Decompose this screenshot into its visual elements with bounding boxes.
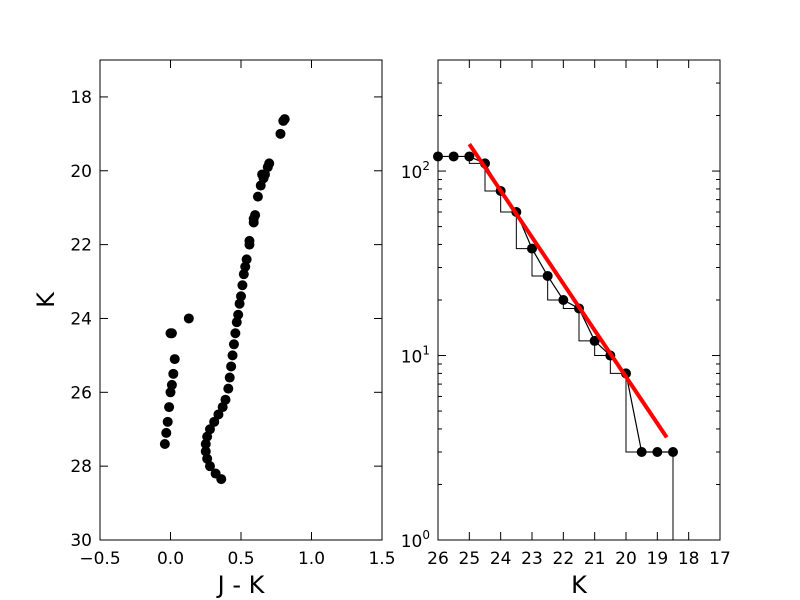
- count-point: [668, 446, 678, 457]
- left-y-axis-label: K: [32, 291, 60, 308]
- scatter-point: [200, 446, 211, 457]
- count-point: [448, 151, 459, 162]
- scatter-point: [241, 254, 252, 265]
- scatter-point: [200, 439, 211, 449]
- scatter-point: [248, 217, 259, 228]
- count-point: [527, 243, 537, 254]
- left-y-tick-label: 22: [70, 236, 92, 256]
- count-point: [589, 335, 600, 346]
- right-x-tick-label: 21: [584, 549, 606, 569]
- left-y-tick-label: 24: [70, 309, 92, 329]
- scatter-point: [226, 361, 237, 372]
- scatter-point: [236, 291, 246, 302]
- scatter-point: [278, 115, 289, 126]
- scatter-point: [204, 461, 215, 472]
- scatter-point: [255, 180, 266, 191]
- scatter-point: [159, 439, 170, 449]
- scatter-point: [164, 402, 175, 413]
- left-x-tick-label: 1.0: [298, 549, 325, 569]
- left-x-tick-label: −0.5: [79, 549, 120, 569]
- scatter-point: [244, 239, 255, 250]
- right-x-axis-label: K: [571, 571, 588, 599]
- counts-line: [438, 155, 673, 453]
- left-scatter-marks: [159, 114, 290, 485]
- left-y-tick-label: 30: [70, 531, 92, 551]
- right-y-tick-label: 101: [401, 344, 430, 368]
- count-point: [652, 446, 663, 457]
- left-y-tick-label: 26: [70, 383, 92, 403]
- count-point: [542, 270, 553, 281]
- left-x-axis-label: J - K: [216, 571, 266, 599]
- right-x-tick-label: 19: [647, 549, 669, 569]
- left-y-tick-label: 28: [70, 457, 92, 477]
- scatter-point: [168, 368, 179, 379]
- right-x-tick-label: 23: [521, 549, 543, 569]
- scatter-point: [234, 298, 245, 309]
- scatter-point: [230, 328, 241, 339]
- right-x-tick-label: 26: [427, 549, 449, 569]
- scatter-point: [240, 261, 251, 272]
- left-x-tick-label: 0.0: [157, 549, 184, 569]
- right-x-tick-label: 24: [490, 549, 512, 569]
- left-ticks: −0.5 0.0 0.5 1.0 1.5 18 20 22 24 26 28 30: [70, 60, 396, 569]
- scatter-point: [223, 383, 234, 394]
- right-x-tick-label: 20: [615, 549, 637, 569]
- left-panel: −0.5 0.0 0.5 1.0 1.5 18 20 22 24 26 28 30 J - K K: [32, 59, 396, 599]
- right-y-tick-label: 100: [401, 528, 430, 552]
- step-histogram: [438, 155, 674, 540]
- scatter-point: [224, 372, 235, 383]
- left-x-tick-label: 0.5: [227, 549, 254, 569]
- scatter-point: [213, 409, 224, 420]
- left-y-tick-label: 18: [70, 88, 92, 108]
- left-y-tick-label: 20: [70, 162, 92, 182]
- scatter-point: [275, 128, 286, 139]
- scatter-point: [166, 379, 177, 390]
- scatter-point: [237, 280, 248, 291]
- scatter-point: [217, 402, 228, 413]
- right-panel: 26 25 24 23 22 21 20 19 18 17 100 101 102 K: [401, 59, 731, 599]
- scatter-point: [169, 354, 180, 365]
- scatter-point: [162, 416, 173, 427]
- scatter-point: [252, 191, 263, 202]
- count-point: [636, 446, 647, 457]
- scatter-point: [233, 309, 244, 320]
- right-plot-marks: [433, 142, 678, 540]
- scatter-point: [238, 269, 249, 280]
- right-x-tick-label: 22: [553, 549, 575, 569]
- fit-line: [467, 142, 669, 439]
- right-x-tick-label: 25: [459, 549, 481, 569]
- scatter-point: [166, 328, 177, 339]
- right-ticks: 26 25 24 23 22 21 20 19 18 17 100 101 102: [401, 59, 731, 569]
- scatter-point: [209, 416, 220, 427]
- scatter-point: [202, 431, 213, 442]
- count-point: [464, 151, 475, 162]
- left-x-tick-label: 1.5: [368, 549, 395, 569]
- count-point: [558, 295, 569, 305]
- scatter-point: [228, 339, 239, 350]
- scatter-point: [216, 474, 227, 485]
- right-y-tick-label: 102: [401, 159, 430, 183]
- scatter-point: [165, 387, 176, 398]
- right-x-tick-label: 18: [678, 549, 700, 569]
- scatter-point: [183, 313, 194, 324]
- scatter-point: [227, 350, 238, 361]
- scatter-point: [161, 427, 172, 438]
- scatter-point: [231, 317, 242, 328]
- right-x-tick-label: 17: [709, 549, 731, 569]
